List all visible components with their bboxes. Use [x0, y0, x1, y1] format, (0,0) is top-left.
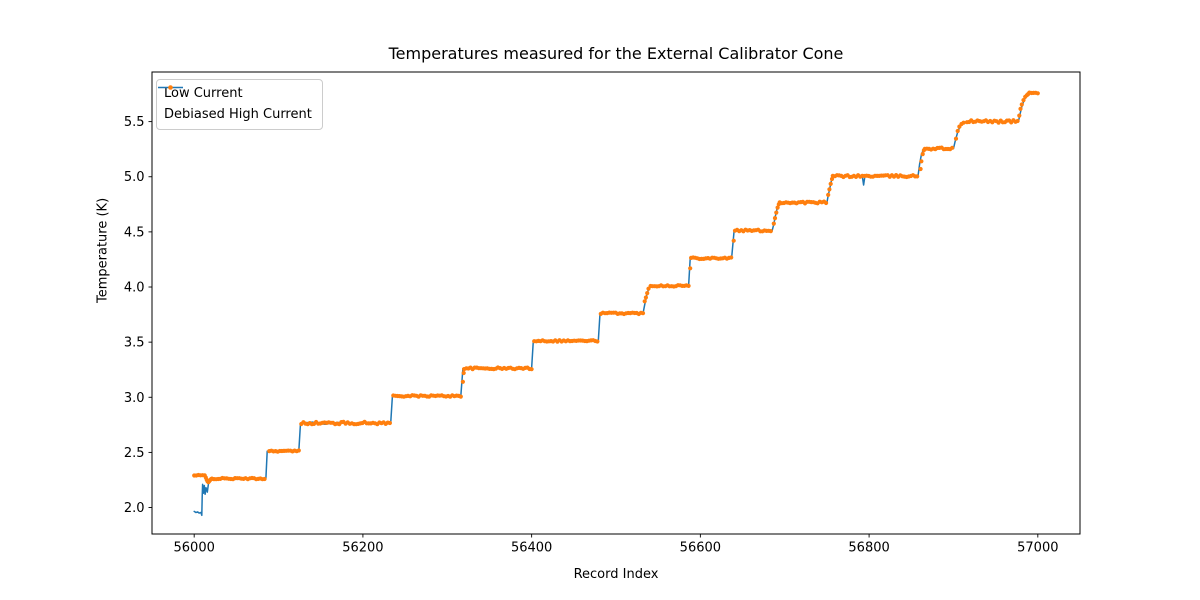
x-tick-label: 56800: [848, 541, 889, 556]
y-tick-label: 3.5: [124, 336, 145, 351]
x-tick-label: 56200: [342, 541, 383, 556]
high-current-points: [192, 90, 1040, 485]
data-point: [731, 238, 736, 243]
chart-title: Temperatures measured for the External C…: [388, 44, 844, 63]
plot-area-border: [151, 71, 1081, 535]
data-point: [640, 311, 646, 316]
data-point: [828, 181, 833, 186]
data-point: [768, 229, 773, 234]
y-tick-label: 4.5: [124, 225, 145, 240]
y-tick-label: 2.0: [124, 501, 145, 516]
y-tick-label: 4.0: [124, 281, 145, 296]
data-point: [772, 216, 778, 221]
data-point: [918, 166, 923, 172]
data-point: [775, 205, 780, 210]
data-point: [1035, 91, 1040, 96]
y-tick-label: 3.0: [124, 391, 145, 406]
data-point: [827, 187, 832, 192]
data-point: [950, 145, 955, 150]
data-point: [645, 291, 650, 296]
data-point: [771, 221, 776, 226]
data-point: [646, 286, 651, 291]
data-point: [919, 159, 924, 164]
x-axis-label: Record Index: [573, 567, 659, 582]
data-point: [643, 295, 649, 300]
data-point: [776, 202, 781, 207]
data-point: [1015, 118, 1020, 124]
data-point: [1026, 92, 1031, 97]
x-tick-label: 56400: [511, 541, 552, 556]
data-point: [688, 266, 693, 271]
data-point: [1018, 106, 1023, 111]
x-tick-label: 57000: [1017, 541, 1058, 556]
data-point: [387, 420, 392, 426]
data-point: [915, 174, 920, 179]
data-point: [955, 128, 960, 134]
data-point: [642, 299, 647, 304]
data-point: [461, 370, 466, 376]
legend-item-high-current: Debiased High Current: [164, 85, 312, 124]
x-tick-label: 56000: [174, 541, 215, 556]
x-tick-label: 56600: [680, 541, 721, 556]
legend-dot-sample: [168, 85, 173, 90]
data-point: [953, 136, 959, 141]
data-point: [729, 255, 734, 260]
data-point: [961, 120, 966, 125]
data-point: [920, 152, 925, 157]
data-point: [1021, 98, 1026, 103]
data-point: [826, 192, 831, 197]
data-point: [595, 339, 600, 344]
legend-label-high-current: Debiased High Current: [164, 107, 312, 122]
low-current-line: [193, 91, 1039, 517]
legend-label-low-current: Low Current: [164, 86, 243, 101]
data-point: [686, 283, 691, 288]
data-point: [829, 176, 835, 182]
data-point: [774, 210, 779, 215]
y-tick-label: 2.5: [124, 446, 145, 461]
data-point: [529, 367, 534, 372]
data-point: [1017, 113, 1022, 118]
data-point: [209, 477, 214, 482]
data-point: [824, 200, 829, 206]
data-point: [921, 148, 927, 153]
data-point: [1019, 102, 1024, 107]
legend-dot-glyph: [168, 85, 173, 90]
data-point: [460, 379, 465, 384]
data-point: [262, 476, 267, 482]
legend-item-low-current: Low Current: [158, 84, 312, 103]
data-point: [296, 448, 301, 453]
y-tick-label: 5.5: [124, 115, 145, 130]
y-tick-label: 5.0: [124, 170, 145, 185]
legend: Low Current Debiased High Current: [156, 79, 323, 130]
data-point: [458, 394, 463, 399]
